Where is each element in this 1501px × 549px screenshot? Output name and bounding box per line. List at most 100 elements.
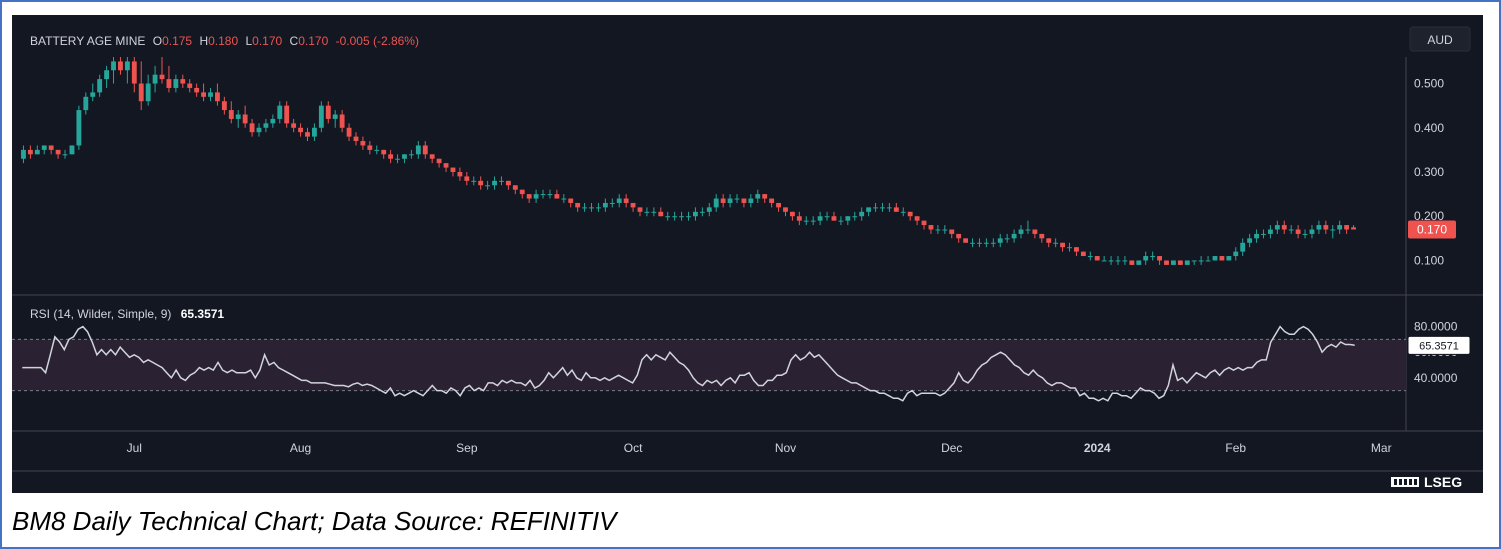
candle-body (256, 127, 262, 133)
candle-body (1177, 260, 1183, 265)
candle-body (62, 154, 68, 156)
candle-body (166, 79, 172, 88)
candle-body (1060, 242, 1066, 248)
candle-body (762, 194, 768, 199)
time-tick-label: Aug (290, 441, 311, 455)
candles-group (21, 57, 1356, 265)
candle-body (713, 198, 719, 208)
candle-body (1212, 256, 1218, 261)
candle-body (131, 61, 137, 84)
candle-body (1191, 260, 1197, 262)
rsi-value-label: 65.3571 (1419, 340, 1459, 352)
candle-body (686, 216, 691, 218)
candle-body (568, 198, 574, 203)
candle-body (1080, 251, 1086, 257)
candle-body (1157, 256, 1162, 261)
candle-body (173, 79, 179, 88)
time-tick-label: 2024 (1084, 441, 1111, 455)
candle-body (990, 242, 996, 244)
candle-body (1122, 260, 1128, 262)
candle-body (381, 149, 387, 155)
candle-body (582, 207, 588, 209)
price-tick-label: 0.300 (1414, 165, 1444, 179)
candle-body (69, 145, 75, 155)
candle-body (596, 207, 601, 209)
candle-body (852, 216, 858, 218)
candle-body (665, 216, 671, 218)
candle-body (796, 216, 802, 221)
price-tick-label: 0.400 (1414, 121, 1444, 135)
candle-body (1295, 229, 1301, 234)
candle-body (395, 158, 400, 160)
brand-text: LSEG (1424, 474, 1463, 490)
candle-body (471, 180, 477, 182)
candle-body (1281, 225, 1287, 230)
candle-body (201, 92, 207, 97)
close-label: C (290, 34, 299, 48)
time-tick-label: Dec (941, 441, 962, 455)
candle-body (180, 79, 186, 84)
candle-body (499, 180, 504, 182)
candle-body (318, 105, 324, 128)
candle-body (561, 198, 567, 200)
candle-body (208, 92, 213, 97)
open-label: O (153, 34, 162, 48)
candle-body (526, 194, 532, 199)
candle-body (1108, 260, 1114, 262)
candle-body (616, 198, 622, 203)
candle-body (332, 114, 338, 119)
candle-body (859, 211, 865, 217)
candle-body (388, 154, 394, 159)
candle-body (505, 180, 511, 186)
candle-body (27, 149, 33, 155)
candle-body (1233, 251, 1239, 257)
candle-body (1198, 260, 1204, 262)
candle-body (810, 220, 816, 222)
candle-body (956, 233, 962, 239)
candle-body (1344, 225, 1350, 230)
candle-body (1164, 260, 1169, 265)
candle-body (748, 198, 754, 203)
candle-body (1150, 256, 1156, 258)
rsi-tick-label: 80.0000 (1414, 320, 1458, 334)
candle-body (1101, 260, 1107, 262)
candle-body (1288, 229, 1294, 231)
candle-body (1115, 260, 1121, 262)
candle-body (492, 180, 497, 186)
candle-body (1323, 225, 1329, 230)
candle-body (1254, 233, 1259, 239)
candle-body (623, 198, 629, 203)
candle-body (235, 114, 241, 119)
candle-body (554, 194, 560, 199)
candle-body (977, 242, 982, 244)
candle-body (886, 207, 892, 209)
candle-body (76, 110, 82, 146)
candle-body (540, 194, 546, 196)
candle-body (1219, 256, 1225, 261)
candle-body (55, 149, 61, 155)
candle-body (450, 167, 456, 172)
candle-body (983, 242, 989, 244)
candle-body (485, 185, 491, 187)
candle-body (873, 207, 878, 209)
candle-body (277, 105, 283, 119)
candle-body (1067, 247, 1072, 249)
currency-button[interactable] (1409, 26, 1471, 52)
candle-body (242, 114, 248, 124)
candle-body (928, 225, 934, 230)
candle-body (305, 132, 310, 137)
candle-body (346, 127, 352, 137)
rsi-legend-label: RSI (14, Wilder, Simple, 9) (30, 307, 171, 321)
candle-body (789, 211, 795, 217)
candle-body (900, 211, 906, 213)
candle-body (783, 207, 788, 212)
candle-body (803, 220, 809, 222)
candle-body (866, 207, 872, 212)
candle-body (402, 154, 407, 159)
candle-body (727, 198, 733, 203)
rsi-legend-value: 65.3571 (181, 307, 225, 321)
last-price-badge (1408, 220, 1456, 239)
lseg-logo-icon (1391, 477, 1419, 487)
